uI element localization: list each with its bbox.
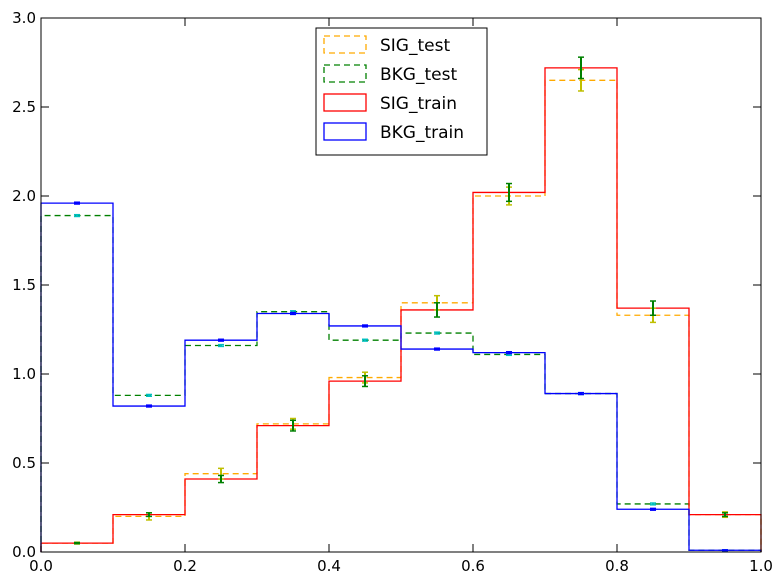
legend-swatch bbox=[323, 122, 367, 141]
y-tick-label: 2.5 bbox=[12, 98, 36, 116]
errorbar-bkg-test-0 bbox=[74, 213, 80, 218]
errorbar-sig-train-8 bbox=[650, 300, 656, 317]
errorbar-bkg-train-3 bbox=[290, 311, 296, 316]
legend-entry-bkg-test: BKG_test bbox=[323, 64, 457, 85]
legend-entry-sig-test: SIG_test bbox=[323, 35, 450, 56]
x-tick-label: 0.6 bbox=[461, 557, 485, 575]
legend-label: SIG_train bbox=[380, 94, 457, 114]
errorbar-bkg-test-5 bbox=[434, 331, 440, 335]
x-tick-label: 1.0 bbox=[749, 557, 773, 575]
errorbar-bkg-test-4 bbox=[362, 338, 368, 342]
y-tick-label: 0.0 bbox=[12, 543, 36, 561]
errorbar-sig-train-4 bbox=[362, 375, 368, 388]
legend-label: BKG_train bbox=[380, 123, 464, 143]
legend-swatch bbox=[323, 64, 367, 83]
errorbar-bkg-train-4 bbox=[362, 324, 368, 328]
errorbar-sig-train-5 bbox=[434, 302, 440, 318]
legend-label: BKG_test bbox=[380, 65, 457, 85]
tick-layer: 0.0 0.2 0.4 0.6 0.8 1.0 0.0 0.5 1.0 1.5 2.0 2.5 3.0 bbox=[12, 9, 773, 575]
errorbar-bkg-test-2 bbox=[218, 343, 224, 348]
legend-swatch bbox=[323, 35, 367, 54]
legend-entry-sig-train: SIG_train bbox=[323, 93, 457, 114]
errorbar-sig-train-9 bbox=[722, 512, 728, 518]
errorbar-bkg-train-5 bbox=[434, 347, 440, 351]
errorbar-bkg-train-1 bbox=[146, 404, 152, 408]
errorbar-bkg-train-7 bbox=[578, 391, 584, 396]
x-tick-label: 0.8 bbox=[605, 557, 629, 575]
errorbar-bkg-test-8 bbox=[650, 502, 656, 506]
y-tick-label: 1.5 bbox=[12, 276, 36, 294]
errorbar-bkg-train-0 bbox=[74, 201, 80, 205]
legend-entry-bkg-train: BKG_train bbox=[323, 122, 464, 143]
legend: SIG_test BKG_test SIG_train BKG_train bbox=[315, 27, 488, 156]
y-tick-label: 0.5 bbox=[12, 454, 36, 472]
x-tick-label: 0.0 bbox=[29, 557, 53, 575]
legend-entries: SIG_test BKG_test SIG_train BKG_train bbox=[323, 35, 464, 143]
errorbar-bkg-train-9 bbox=[722, 549, 728, 552]
x-tick-label: 0.2 bbox=[173, 557, 197, 575]
errorbar-sig-train-3 bbox=[290, 419, 296, 432]
legend-box bbox=[315, 27, 488, 156]
errorbar-bkg-train-2 bbox=[218, 338, 224, 342]
y-tick-label: 2.0 bbox=[12, 187, 36, 205]
legend-label: SIG_test bbox=[380, 36, 450, 56]
errorbar-layer bbox=[74, 56, 728, 552]
legend-swatch bbox=[323, 93, 367, 112]
errorbar-sig-train-2 bbox=[218, 474, 224, 484]
errorbar-sig-train-7 bbox=[578, 56, 584, 80]
errorbar-bkg-train-8 bbox=[650, 507, 656, 511]
y-tick-label: 3.0 bbox=[12, 9, 36, 27]
errorbar-sig-train-1 bbox=[146, 512, 152, 518]
errorbar-bkg-test-1 bbox=[146, 393, 152, 397]
errorbar-bkg-train-6 bbox=[506, 351, 512, 355]
y-tick-label: 1.0 bbox=[12, 365, 36, 383]
errorbar-sig-train-0 bbox=[74, 541, 80, 545]
errorbar-sig-train-6 bbox=[506, 182, 512, 203]
x-tick-label: 0.4 bbox=[317, 557, 341, 575]
